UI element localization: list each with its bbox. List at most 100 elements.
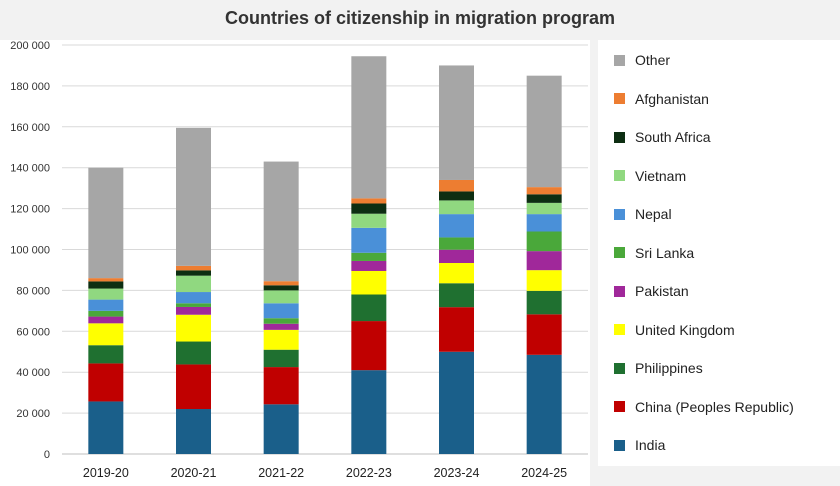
legend-label: Nepal <box>635 206 672 222</box>
x-tick-label: 2020-21 <box>171 466 217 480</box>
legend-swatch <box>614 247 625 259</box>
legend-swatch <box>614 439 625 451</box>
bar-segment-sri-lanka <box>88 310 124 317</box>
legend-item: United Kingdom <box>614 320 735 340</box>
bar-segment-south-africa <box>351 203 387 214</box>
legend-item: Philippines <box>614 358 703 378</box>
bar-segment-vietnam <box>176 275 211 293</box>
bar-segment-pakistan <box>88 316 124 324</box>
bar-segment-afghanistan <box>88 278 124 282</box>
y-tick-label: 200 000 <box>10 40 50 52</box>
bar-segment-china-peoples-republic <box>263 367 299 405</box>
bar-segment-pakistan <box>176 306 211 315</box>
bar-segment-south-africa <box>88 281 124 289</box>
bar-segment-afghanistan <box>176 265 211 271</box>
bar-segment-other <box>526 75 562 188</box>
legend-item: Vietnam <box>614 166 686 186</box>
x-tick-label: 2022-23 <box>346 466 392 480</box>
bar-segment-south-africa <box>439 191 474 201</box>
bar-segment-pakistan <box>526 251 562 271</box>
legend-swatch <box>614 362 625 374</box>
bar-segment-other <box>351 56 387 199</box>
bar-segment-sri-lanka <box>263 318 299 324</box>
bar-segment-sri-lanka <box>176 303 211 307</box>
bar-segment-other <box>263 161 299 282</box>
bar-segment-philippines <box>351 294 387 322</box>
bar-segment-india <box>439 351 474 454</box>
y-tick-label: 160 000 <box>10 122 50 134</box>
bar-segment-india <box>176 409 211 454</box>
legend-label: South Africa <box>635 129 711 145</box>
bar-segment-china-peoples-republic <box>351 321 387 371</box>
bar-segment-united-kingdom <box>176 314 211 342</box>
y-tick-label: 140 000 <box>10 163 50 175</box>
x-tick-label: 2023-24 <box>434 466 480 480</box>
bar-segment-philippines <box>439 283 474 308</box>
y-tick-label: 20 000 <box>16 408 50 420</box>
legend-swatch <box>614 93 625 105</box>
legend-item: China (Peoples Republic) <box>614 397 794 417</box>
y-tick-label: 80 000 <box>16 285 50 297</box>
bar-segment-sri-lanka <box>351 252 387 261</box>
bar-segment-south-africa <box>526 194 562 203</box>
legend-swatch <box>614 54 625 66</box>
bar-segment-united-kingdom <box>88 323 124 346</box>
bar-segment-philippines <box>176 341 211 365</box>
bar-segment-vietnam <box>351 213 387 228</box>
legend-label: Afghanistan <box>635 90 709 107</box>
legend-label: United Kingdom <box>635 321 735 338</box>
bar-segment-philippines <box>263 349 299 368</box>
bar-segment-other <box>439 65 474 180</box>
bar-segment-united-kingdom <box>526 270 562 291</box>
bar-segment-india <box>88 401 124 454</box>
bar-segment-philippines <box>526 290 562 315</box>
bar-segment-nepal <box>176 292 211 304</box>
bar-segment-afghanistan <box>263 281 299 286</box>
y-tick-label: 40 000 <box>16 367 50 379</box>
bar-segment-nepal <box>88 299 124 311</box>
x-tick-label: 2019-20 <box>83 466 129 480</box>
legend-item: India <box>614 435 665 455</box>
bar-segment-afghanistan <box>526 187 562 195</box>
chart-title: Countries of citizenship in migration pr… <box>224 8 616 28</box>
bar-segment-afghanistan <box>439 179 474 192</box>
legend-swatch <box>614 131 625 143</box>
bar-segment-nepal <box>351 227 387 253</box>
bar-segment-india <box>263 404 299 454</box>
bar-segment-south-africa <box>176 270 211 276</box>
bar-segment-pakistan <box>439 249 474 263</box>
bar-segment-pakistan <box>263 323 299 330</box>
bar-segment-united-kingdom <box>263 329 299 350</box>
legend-swatch <box>614 324 625 336</box>
bar-segment-china-peoples-republic <box>526 314 562 355</box>
legend-label: Other <box>635 52 671 68</box>
bar-segment-china-peoples-republic <box>88 363 124 402</box>
legend-label: Pakistan <box>635 283 689 299</box>
bar-segment-philippines <box>88 345 124 364</box>
legend-label: China (Peoples Republic) <box>635 398 794 415</box>
bar-segment-united-kingdom <box>439 262 474 284</box>
legend-item: South Africa <box>614 127 711 147</box>
y-tick-label: 100 000 <box>10 245 50 257</box>
bar-segment-south-africa <box>263 285 299 291</box>
bar-segment-vietnam <box>439 200 474 215</box>
bar-segment-nepal <box>526 214 562 232</box>
legend-item: Afghanistan <box>614 89 709 109</box>
y-tick-label: 0 <box>44 449 50 461</box>
bar-chart: 0 20 000 40 000 60 000 80 000 100 000 120 000 1… <box>10 40 588 480</box>
bar-segment-sri-lanka <box>526 231 562 252</box>
legend-item: Nepal <box>614 204 672 224</box>
legend-item: Other <box>614 50 670 70</box>
y-tick-label: 180 000 <box>10 81 50 93</box>
x-tick-label: 2021-22 <box>258 466 304 480</box>
legend-label: Vietnam <box>635 167 687 184</box>
bar-segment-vietnam <box>263 290 299 304</box>
legend-item: Sri Lanka <box>614 243 694 263</box>
legend-swatch <box>614 401 625 413</box>
plot-area: 0 20 000 40 000 60 000 80 000 100 000 120 000 1… <box>0 40 590 486</box>
bar-segment-india <box>526 354 562 454</box>
legend: Other Afghanistan South Africa Vietnam Nepal… <box>598 40 840 466</box>
legend-swatch <box>614 170 625 182</box>
legend-swatch <box>614 285 625 297</box>
